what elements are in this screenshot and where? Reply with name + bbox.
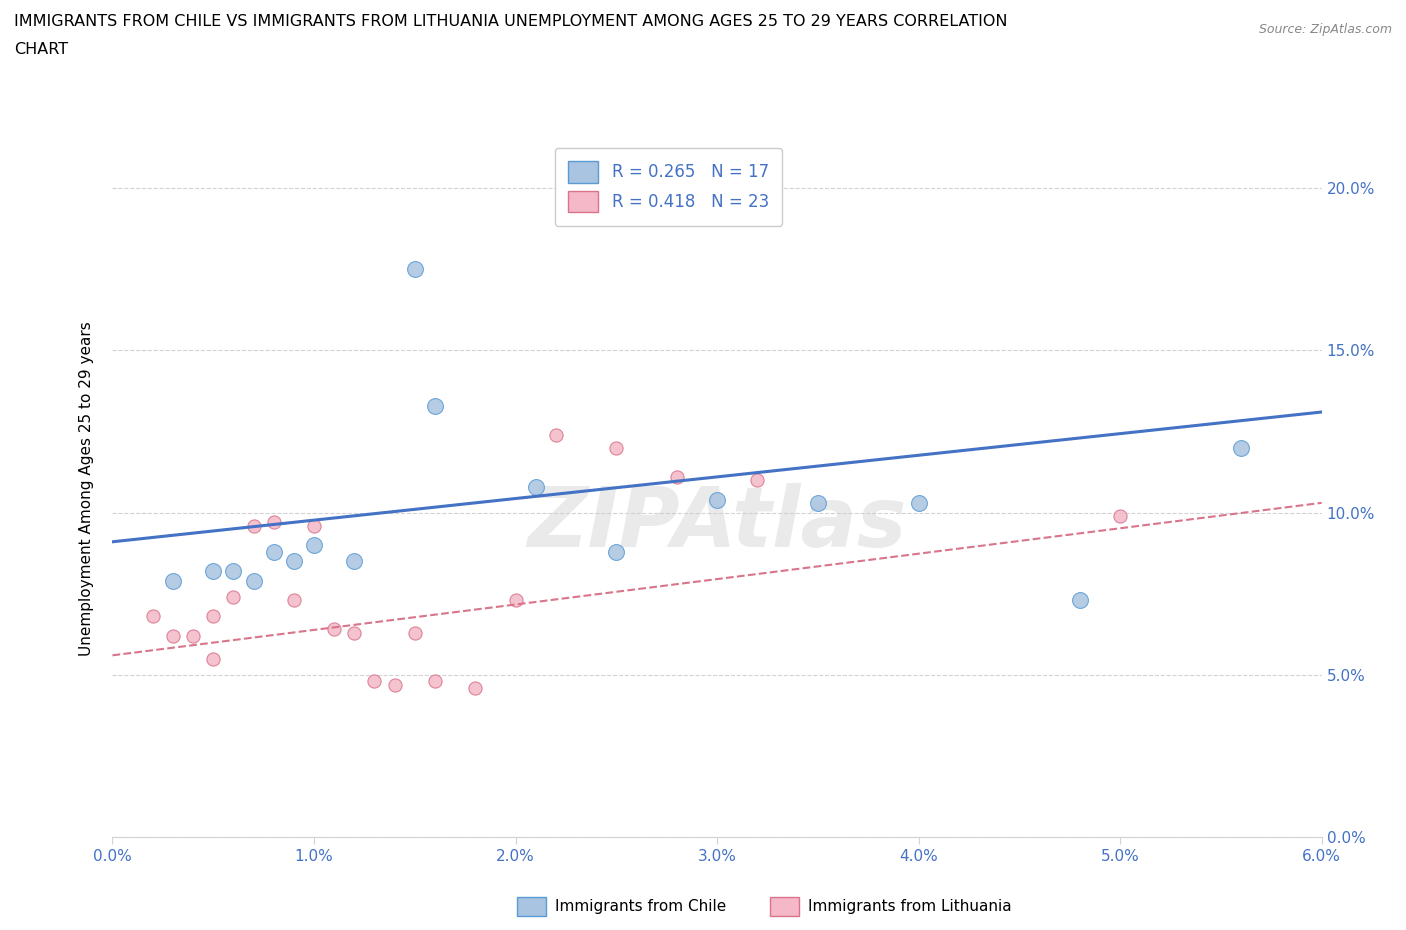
Point	[142, 609, 165, 624]
Y-axis label: Unemployment Among Ages 25 to 29 years: Unemployment Among Ages 25 to 29 years	[79, 321, 94, 656]
Legend: R = 0.265   N = 17, R = 0.418   N = 23: R = 0.265 N = 17, R = 0.418 N = 23	[555, 148, 782, 226]
Text: Immigrants from Lithuania: Immigrants from Lithuania	[808, 899, 1012, 914]
Point	[605, 440, 627, 455]
Point	[747, 472, 769, 487]
Point	[423, 674, 446, 689]
Point	[302, 538, 325, 552]
Point	[202, 609, 225, 624]
Point	[1069, 592, 1091, 607]
Point	[423, 398, 446, 413]
Point	[343, 625, 366, 640]
Point	[1230, 440, 1253, 455]
Point	[283, 592, 305, 607]
Point	[323, 622, 346, 637]
Point	[222, 564, 245, 578]
Text: ZIPAtlas: ZIPAtlas	[527, 483, 907, 564]
Point	[404, 625, 426, 640]
Point	[202, 564, 225, 578]
Point	[907, 496, 929, 511]
Point	[464, 681, 486, 696]
FancyBboxPatch shape	[770, 897, 799, 916]
Point	[1109, 509, 1132, 524]
Point	[242, 573, 264, 588]
Point	[283, 553, 305, 568]
Point	[202, 651, 225, 666]
Text: CHART: CHART	[14, 42, 67, 57]
Point	[665, 470, 688, 485]
Point	[605, 544, 627, 559]
Point	[544, 427, 567, 442]
Point	[363, 674, 385, 689]
Point	[706, 492, 728, 507]
Point	[181, 629, 204, 644]
Point	[343, 553, 366, 568]
Point	[524, 479, 547, 494]
Text: Immigrants from Chile: Immigrants from Chile	[555, 899, 727, 914]
Point	[242, 518, 264, 533]
Point	[162, 629, 184, 644]
Point	[505, 592, 527, 607]
Point	[222, 590, 245, 604]
Point	[263, 544, 285, 559]
Point	[384, 677, 406, 692]
FancyBboxPatch shape	[517, 897, 546, 916]
Text: Source: ZipAtlas.com: Source: ZipAtlas.com	[1258, 23, 1392, 36]
Text: IMMIGRANTS FROM CHILE VS IMMIGRANTS FROM LITHUANIA UNEMPLOYMENT AMONG AGES 25 TO: IMMIGRANTS FROM CHILE VS IMMIGRANTS FROM…	[14, 14, 1008, 29]
Point	[302, 518, 325, 533]
Point	[807, 496, 830, 511]
Point	[162, 573, 184, 588]
Point	[404, 262, 426, 277]
Point	[263, 515, 285, 530]
